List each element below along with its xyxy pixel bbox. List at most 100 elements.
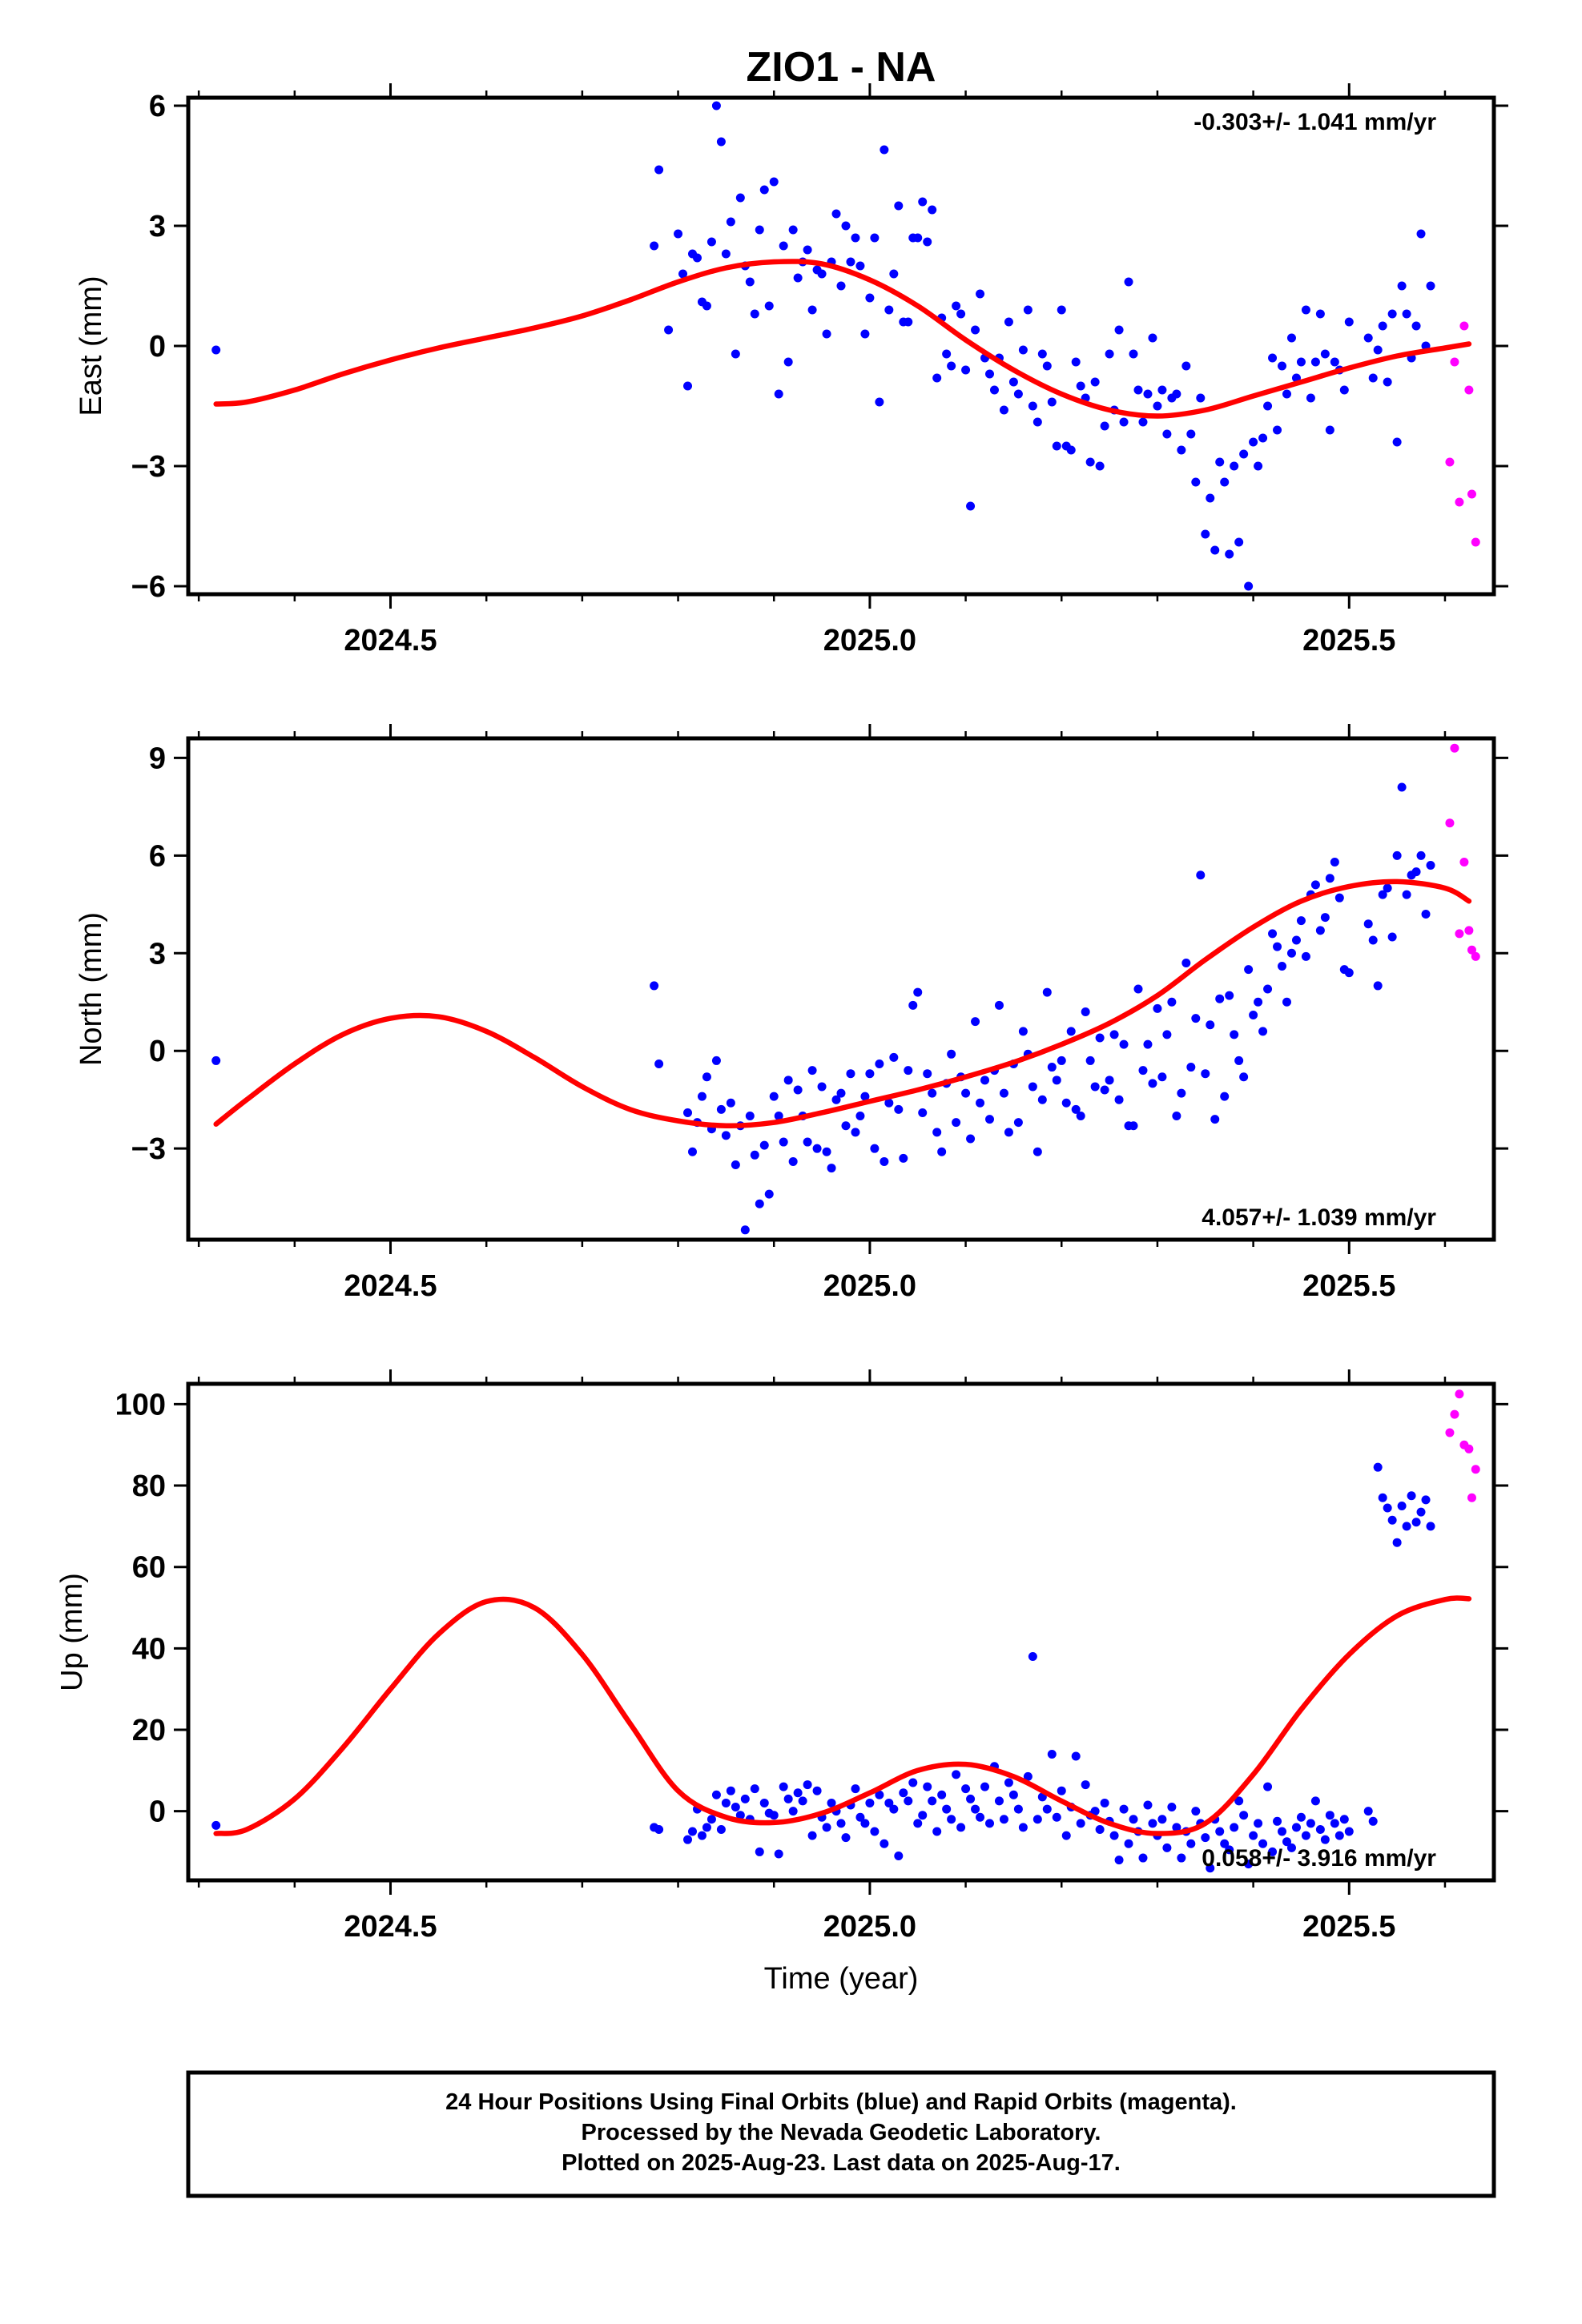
east-data-layer: [211, 101, 1480, 591]
up-final-point: [716, 1824, 726, 1834]
east-final-point: [1301, 305, 1310, 315]
up-final-point: [1239, 1811, 1249, 1820]
east-final-point: [683, 381, 693, 391]
up-final-point: [774, 1849, 783, 1859]
north-final-point: [726, 1098, 735, 1108]
north-final-point: [1368, 935, 1378, 945]
east-final-point: [1286, 333, 1296, 343]
north-final-point: [1076, 1112, 1085, 1121]
east-final-point: [721, 249, 731, 259]
east-final-point: [1148, 333, 1157, 343]
east-final-point: [1315, 309, 1325, 319]
east-final-point: [1220, 477, 1230, 487]
north-final-point: [1296, 916, 1306, 926]
north-final-point: [899, 1153, 908, 1163]
north-final-point: [1105, 1076, 1114, 1085]
east-final-point: [745, 277, 755, 287]
up-final-point: [726, 1786, 735, 1795]
north-final-point: [1230, 1030, 1239, 1039]
east-final-point: [855, 261, 865, 271]
east-final-point: [1085, 457, 1095, 467]
up-final-point: [812, 1786, 822, 1795]
north-final-point: [1310, 880, 1320, 890]
up-final-point: [755, 1847, 764, 1856]
up-final-point: [731, 1803, 740, 1812]
east-final-point: [1416, 229, 1426, 239]
east-final-point: [822, 329, 831, 339]
up-final-point: [735, 1811, 745, 1820]
east-final-point: [211, 345, 221, 355]
up-final-point: [1383, 1503, 1392, 1513]
up-final-point: [923, 1782, 932, 1791]
north-final-point: [908, 1000, 918, 1010]
north-final-point: [865, 1069, 875, 1079]
east-final-point: [674, 229, 683, 239]
east-final-point: [947, 361, 956, 371]
up-final-point: [721, 1798, 731, 1807]
up-final-point: [1004, 1778, 1013, 1787]
up-final-point: [1042, 1804, 1052, 1814]
east-final-point: [1330, 357, 1339, 367]
up-final-point: [1114, 1856, 1124, 1865]
east-final-point: [788, 225, 798, 235]
east-final-point: [836, 281, 846, 291]
up-final-point: [1129, 1815, 1138, 1824]
up-final-point: [999, 1815, 1008, 1824]
up-y-tick-label: 40: [132, 1632, 166, 1666]
east-rate-label: -0.303+/- 1.041 mm/yr: [1194, 109, 1436, 135]
east-final-point: [1310, 357, 1320, 367]
up-final-point: [1334, 1831, 1344, 1840]
up-y-tick-label: 0: [149, 1795, 166, 1829]
up-final-point: [976, 1812, 985, 1822]
north-final-point: [1119, 1039, 1129, 1049]
x-axis-label: Time (year): [764, 1962, 919, 1996]
east-final-point: [1378, 321, 1387, 331]
chart-title: ZIO1 - NA: [747, 44, 936, 90]
north-final-point: [1186, 1063, 1196, 1072]
east-final-point: [1254, 461, 1263, 471]
east-final-point: [706, 237, 716, 247]
east-final-point: [1023, 305, 1033, 315]
east-final-point: [1138, 417, 1148, 427]
north-final-point: [1004, 1128, 1013, 1137]
up-final-point: [980, 1782, 990, 1791]
east-final-point: [678, 269, 688, 279]
east-final-point: [1105, 349, 1114, 359]
north-final-point: [1071, 1104, 1081, 1114]
north-final-point: [755, 1199, 764, 1208]
up-final-point: [706, 1815, 716, 1824]
north-y-tick-label: 6: [149, 839, 166, 873]
north-final-point: [1138, 1066, 1148, 1076]
north-final-point: [884, 1098, 894, 1108]
up-model-curve: [213, 1595, 1472, 1836]
east-final-point: [841, 221, 851, 231]
east-final-point: [889, 269, 899, 279]
north-final-point: [1249, 1011, 1258, 1020]
east-final-point: [1320, 349, 1330, 359]
east-rapid-point: [1467, 489, 1476, 499]
east-final-point: [1273, 425, 1282, 435]
north-panel: 2024.5 2025.0 2025.5 −3 0 3 6 9 North (mm) 4.057+…: [74, 724, 1508, 1303]
up-final-point: [836, 1819, 846, 1828]
east-final-point: [692, 253, 702, 263]
north-final-point: [1143, 1039, 1153, 1049]
east-final-point: [1008, 377, 1018, 387]
east-final-point: [1325, 425, 1334, 435]
up-plot-frame: [186, 1381, 1496, 1883]
north-final-point: [1363, 919, 1373, 929]
north-final-point: [870, 1144, 880, 1153]
north-final-point: [841, 1121, 851, 1131]
east-final-point: [1177, 445, 1186, 455]
north-final-point: [822, 1147, 831, 1156]
east-final-point: [807, 305, 817, 315]
up-final-point: [1344, 1827, 1354, 1836]
east-final-point: [1018, 345, 1028, 355]
up-data-layer: [211, 1389, 1480, 1873]
north-final-point: [971, 1017, 980, 1027]
east-final-point: [793, 273, 803, 283]
east-rapid-point: [1459, 321, 1469, 331]
up-final-point: [1143, 1800, 1153, 1810]
east-final-point: [851, 233, 860, 243]
north-final-point: [1157, 1072, 1167, 1082]
north-final-point: [1177, 1088, 1186, 1098]
